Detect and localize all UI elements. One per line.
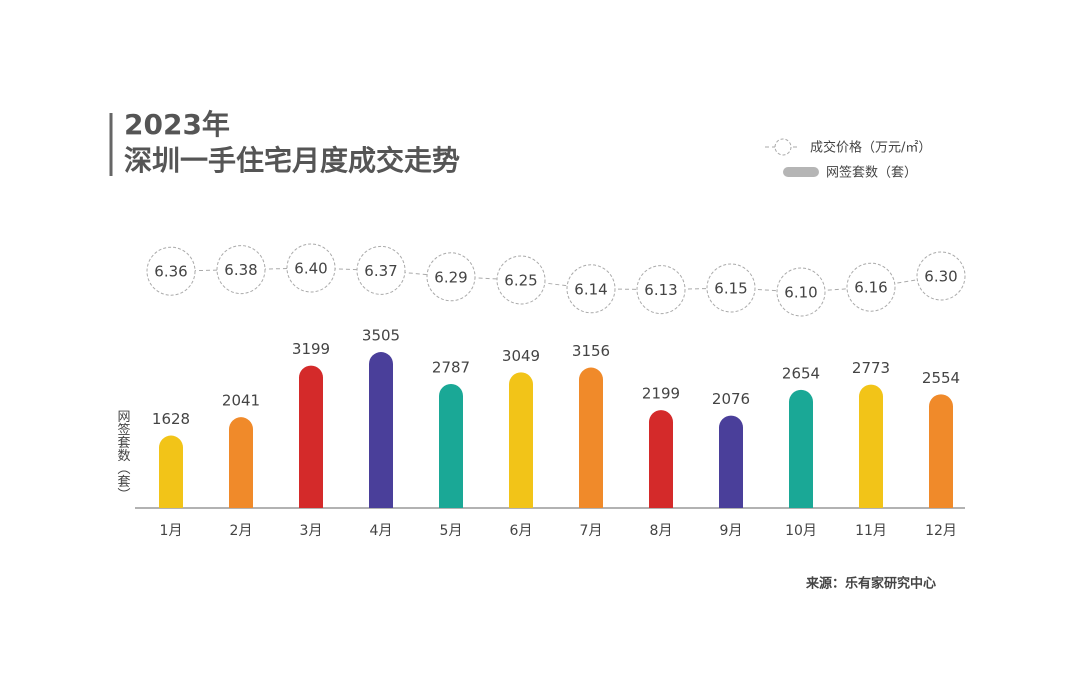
data-label: 6.40 bbox=[294, 260, 327, 278]
x-tick-label: 11月 bbox=[855, 523, 887, 539]
bar bbox=[159, 435, 183, 508]
price-marker bbox=[776, 267, 826, 317]
bar bbox=[439, 383, 463, 508]
bar bbox=[789, 389, 813, 508]
price-marker bbox=[286, 243, 336, 293]
x-tick-label: 2月 bbox=[230, 523, 253, 539]
bar bbox=[579, 367, 603, 508]
bar bbox=[719, 415, 743, 508]
x-tick-label: 4月 bbox=[370, 523, 393, 539]
x-tick-label: 1月 bbox=[160, 523, 183, 539]
x-tick-label: 9月 bbox=[720, 523, 743, 539]
bar bbox=[509, 372, 533, 508]
bar bbox=[369, 352, 393, 508]
bar bbox=[229, 417, 253, 508]
price-marker bbox=[636, 265, 686, 315]
price-marker bbox=[566, 264, 616, 314]
x-tick-label: 5月 bbox=[440, 523, 463, 539]
data-label: 2199 bbox=[642, 385, 680, 403]
legend-circle bbox=[774, 138, 792, 156]
price-marker bbox=[916, 251, 966, 301]
y-axis-label: 网签套数（套） bbox=[115, 410, 131, 501]
bar bbox=[649, 410, 673, 508]
price-marker bbox=[216, 245, 266, 295]
price-marker bbox=[356, 245, 406, 295]
x-tick-label: 3月 bbox=[300, 523, 323, 539]
data-label: 6.38 bbox=[224, 261, 257, 279]
data-label: 2041 bbox=[222, 392, 260, 410]
data-label: 6.25 bbox=[504, 272, 537, 290]
price-marker bbox=[426, 252, 476, 302]
data-label: 6.15 bbox=[714, 280, 747, 298]
price-marker bbox=[846, 262, 896, 312]
data-label: 2654 bbox=[782, 364, 820, 382]
data-label: 6.37 bbox=[364, 262, 397, 280]
data-label: 6.10 bbox=[784, 284, 817, 302]
data-label: 6.16 bbox=[854, 279, 887, 297]
x-tick-label: 10月 bbox=[785, 523, 817, 539]
x-tick-label: 8月 bbox=[650, 523, 673, 539]
data-label: 3505 bbox=[362, 327, 400, 345]
data-label: 1628 bbox=[152, 410, 190, 428]
x-tick-label: 12月 bbox=[925, 523, 957, 539]
data-label: 6.36 bbox=[154, 263, 187, 281]
source: 来源：乐有家研究中心 bbox=[805, 576, 936, 592]
x-tick-label: 6月 bbox=[510, 523, 533, 539]
x-tick-label: 7月 bbox=[580, 523, 603, 539]
chart-title: 2023年 bbox=[124, 108, 230, 141]
data-label: 3199 bbox=[292, 340, 330, 358]
data-label: 2773 bbox=[852, 359, 890, 377]
price-marker bbox=[706, 263, 756, 313]
price-marker bbox=[146, 246, 196, 296]
bar bbox=[859, 384, 883, 508]
data-label: 3156 bbox=[572, 342, 610, 360]
data-label: 2554 bbox=[922, 369, 960, 387]
bar bbox=[929, 394, 953, 508]
legend-swatch bbox=[783, 167, 819, 177]
legend-label: 网签套数（套） bbox=[826, 165, 917, 181]
data-label: 6.13 bbox=[644, 281, 677, 299]
data-label: 3049 bbox=[502, 347, 540, 365]
bar bbox=[299, 365, 323, 508]
data-label: 6.14 bbox=[574, 280, 607, 298]
data-label: 2787 bbox=[432, 358, 470, 376]
data-label: 6.30 bbox=[924, 268, 957, 286]
data-label: 2076 bbox=[712, 390, 750, 408]
legend-label: 成交价格（万元/㎡） bbox=[810, 140, 931, 156]
price-marker bbox=[496, 255, 546, 305]
data-label: 6.29 bbox=[434, 268, 467, 286]
chart-subtitle: 深圳一手住宅月度成交走势 bbox=[124, 144, 460, 177]
